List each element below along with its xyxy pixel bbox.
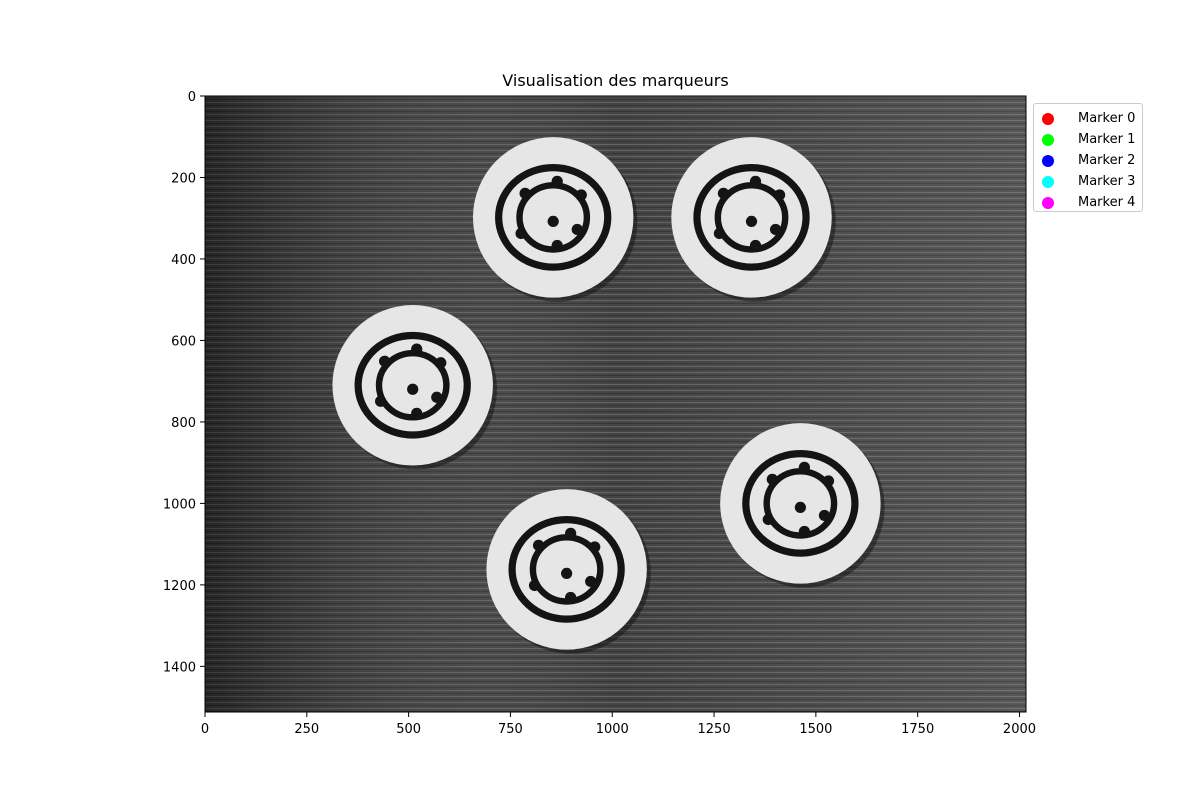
legend-item-marker-1: Marker 1 <box>1042 129 1142 150</box>
y-tick-label: 1000 <box>163 497 196 512</box>
legend-marker-3-label: Marker 3 <box>1078 174 1136 189</box>
legend-item-marker-2: Marker 2 <box>1042 150 1142 171</box>
legend: Marker 0 Marker 1 Marker 2 Marker 3 Mark… <box>1033 103 1143 212</box>
y-tick-label: 800 <box>171 416 196 431</box>
plot-title: Visualisation des marqueurs <box>502 71 729 90</box>
legend-item-marker-0: Marker 0 <box>1042 108 1142 129</box>
x-tick-label: 1000 <box>596 722 629 737</box>
marker-disc <box>472 137 638 302</box>
legend-marker-1-label: Marker 1 <box>1078 132 1136 147</box>
x-tick-label: 750 <box>498 722 523 737</box>
legend-item-marker-4: Marker 4 <box>1042 192 1142 213</box>
x-tick-label: 2000 <box>1003 722 1036 737</box>
marker-disc <box>671 137 836 302</box>
x-tick-label: 1750 <box>901 722 934 737</box>
legend-item-marker-3: Marker 3 <box>1042 171 1142 192</box>
legend-marker-3-dot <box>1042 175 1054 188</box>
x-axis: 0 250 500 750 1000 1250 1500 1750 2000 <box>201 712 1036 737</box>
legend-marker-0-dot <box>1042 112 1054 125</box>
y-tick-label: 600 <box>171 334 196 349</box>
x-tick-label: 500 <box>396 722 421 737</box>
legend-marker-0-label: Marker 0 <box>1078 111 1136 126</box>
legend-marker-2-label: Marker 2 <box>1078 153 1136 168</box>
marker-disc <box>332 305 497 470</box>
y-tick-label: 1200 <box>163 579 196 594</box>
legend-marker-4-dot <box>1042 196 1054 209</box>
marker-disc <box>486 489 651 654</box>
y-tick-label: 200 <box>171 171 196 186</box>
y-tick-label: 0 <box>188 90 196 105</box>
axes-frame <box>204 95 1027 713</box>
photo-image <box>205 96 1026 712</box>
legend-marker-2-dot <box>1042 154 1054 167</box>
marker-disc <box>720 423 885 588</box>
x-tick-label: 1250 <box>698 722 731 737</box>
x-tick-label: 1500 <box>799 722 832 737</box>
y-tick-label: 400 <box>171 253 196 268</box>
legend-marker-4-label: Marker 4 <box>1078 195 1136 210</box>
y-tick-label: 1400 <box>163 660 196 675</box>
x-tick-label: 250 <box>294 722 319 737</box>
x-tick-label: 0 <box>201 722 209 737</box>
legend-marker-1-dot <box>1042 133 1054 146</box>
y-axis: 0 200 400 600 800 1000 1200 1400 <box>163 90 205 675</box>
